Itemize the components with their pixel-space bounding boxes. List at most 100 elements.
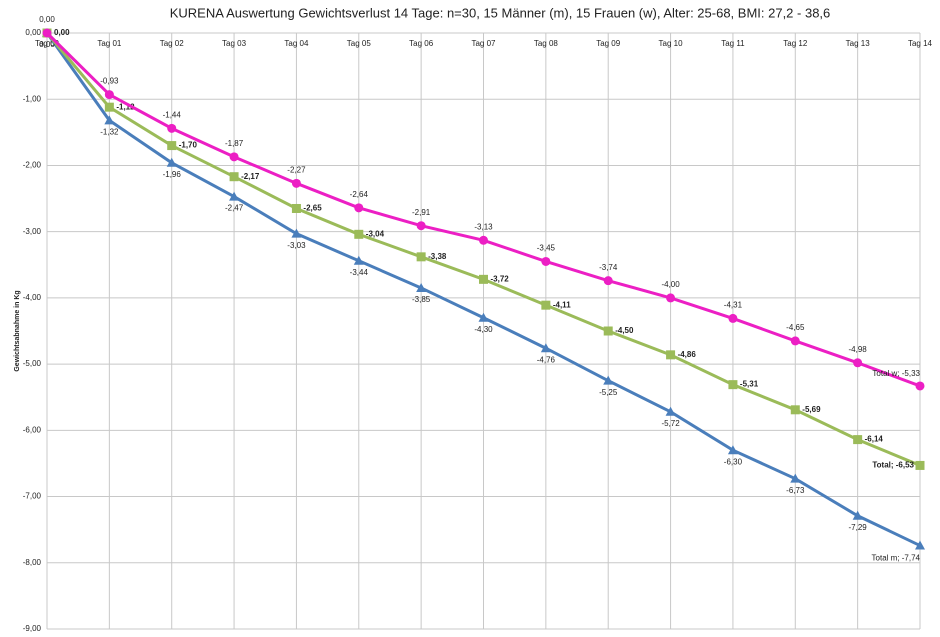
data-label: -3,44: [350, 268, 369, 277]
point: [229, 152, 239, 162]
x-tick-label: Tag 11: [721, 39, 745, 48]
data-label: -4,00: [661, 280, 680, 289]
point: [416, 282, 427, 292]
point: [478, 312, 489, 322]
x-tick-label: Tag 02: [160, 39, 185, 48]
data-label: -4,31: [724, 301, 743, 310]
point: [479, 235, 488, 245]
data-label: -2,91: [412, 208, 431, 217]
y-tick-label: -7,00: [23, 492, 42, 501]
y-tick-label: -6,00: [23, 425, 42, 434]
x-tick-label: Tag 12: [783, 39, 808, 48]
point: [603, 276, 613, 286]
point: [479, 274, 488, 284]
point: [727, 445, 738, 455]
point: [915, 460, 925, 470]
data-label: -0,93: [100, 77, 119, 86]
y-tick-label: -9,00: [23, 624, 42, 633]
x-tick-label: Tag 00: [35, 39, 60, 48]
x-tick-label: Tag 10: [659, 39, 684, 48]
data-label: -2,47: [225, 204, 244, 213]
chart-title: KURENA Auswertung Gewichtsverlust 14 Tag…: [170, 5, 831, 20]
data-label: -5,25: [599, 388, 618, 397]
data-label: -1,96: [163, 170, 182, 179]
point: [790, 405, 800, 415]
data-label: -1,12: [116, 102, 135, 111]
point: [915, 381, 925, 391]
point: [603, 375, 614, 385]
point: [728, 380, 738, 390]
data-label: -6,14: [865, 435, 884, 444]
point: [665, 406, 676, 416]
data-label: -1,70: [179, 141, 198, 150]
point: [790, 473, 801, 483]
point: [354, 203, 364, 213]
data-label: -2,17: [241, 172, 260, 181]
data-label: -3,13: [474, 222, 493, 231]
data-label: -2,64: [350, 190, 369, 199]
data-label: -4,50: [615, 326, 634, 335]
point: [229, 191, 240, 201]
point: [416, 221, 426, 231]
y-tick-label: -4,00: [23, 293, 42, 302]
point: [790, 336, 800, 346]
data-label: -3,74: [599, 263, 618, 272]
point: [728, 313, 738, 323]
point: [416, 252, 426, 262]
y-tick-label: -3,00: [23, 227, 42, 236]
data-label: -4,76: [537, 355, 556, 364]
data-label: -3,03: [287, 241, 306, 250]
data-label: -4,30: [474, 325, 493, 334]
point: [853, 435, 863, 445]
data-label: -2,27: [287, 165, 306, 174]
point: [291, 178, 301, 188]
data-label: -5,72: [661, 419, 680, 428]
point: [353, 255, 364, 265]
y-tick-label: -1,00: [23, 94, 42, 103]
data-label: -4,86: [678, 350, 697, 359]
data-label: Total; -6,53: [872, 461, 914, 470]
data-label: 0,00: [54, 28, 70, 37]
x-tick-label: Tag 13: [846, 39, 871, 48]
y-tick-label: 0,00: [25, 28, 41, 37]
data-label: 0,00: [39, 40, 55, 49]
data-label: -7,29: [849, 523, 868, 532]
point: [167, 141, 177, 151]
x-tick-label: Tag 07: [471, 39, 496, 48]
data-label: -3,04: [366, 229, 385, 238]
data-label: -3,72: [491, 274, 510, 283]
data-label: -5,69: [802, 405, 821, 414]
data-label: Total m; -7,74: [872, 554, 921, 563]
point: [104, 90, 114, 100]
y-tick-label: -5,00: [23, 359, 42, 368]
point: [104, 102, 114, 112]
data-label: 0,00: [39, 15, 55, 24]
data-label: -3,38: [428, 252, 447, 261]
point: [229, 172, 239, 182]
point: [541, 300, 551, 310]
data-label: -1,87: [225, 139, 244, 148]
x-tick-label: Tag 14: [908, 39, 933, 48]
x-tick-label: Tag 04: [284, 39, 309, 48]
point: [354, 229, 364, 239]
point: [915, 540, 925, 550]
point: [666, 350, 676, 360]
data-label: -3,85: [412, 295, 431, 304]
point: [166, 157, 177, 167]
data-label: Total w; -5,33: [872, 369, 920, 378]
y-tick-label: -2,00: [23, 161, 42, 170]
y-tick-label: -8,00: [23, 558, 42, 567]
x-tick-label: Tag 09: [596, 39, 621, 48]
data-label: -5,31: [740, 380, 759, 389]
point: [853, 358, 863, 368]
point: [540, 343, 551, 353]
point: [666, 293, 676, 303]
data-label: -2,65: [303, 204, 322, 213]
x-tick-label: Tag 06: [409, 39, 434, 48]
x-tick-label: Tag 01: [97, 39, 122, 48]
point: [291, 228, 302, 238]
point: [104, 115, 115, 125]
data-label: -1,44: [163, 110, 182, 119]
